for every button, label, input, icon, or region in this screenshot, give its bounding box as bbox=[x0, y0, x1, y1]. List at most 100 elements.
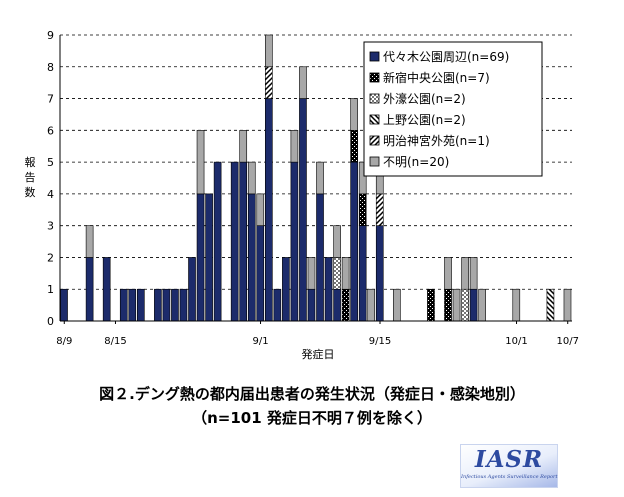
y-tick-label: 1 bbox=[47, 283, 54, 296]
bar-segment bbox=[290, 161, 299, 322]
logo-subtext: Infectious Agents Surveillance Report bbox=[461, 474, 558, 480]
chart: 0 1 2 3 4 5 6 7 8 9 8/9 8/15 9/1 9/15 10/1 10/7 発症日 報告数 代… bbox=[25, 29, 579, 361]
bar-segment bbox=[213, 161, 222, 322]
y-tick-label: 8 bbox=[47, 61, 54, 74]
legend-label: 新宿中央公園(n=7) bbox=[383, 70, 490, 85]
bar-segment bbox=[333, 257, 341, 290]
bar-segment bbox=[444, 257, 452, 290]
bar-segment bbox=[230, 161, 239, 322]
y-tick-label: 7 bbox=[47, 93, 54, 106]
y-tick-label: 4 bbox=[47, 188, 54, 201]
bar-segment bbox=[264, 98, 273, 322]
bar-segment bbox=[128, 288, 137, 322]
bar-segment bbox=[461, 288, 469, 322]
bar-segment bbox=[264, 34, 273, 68]
bar-segment bbox=[179, 288, 188, 322]
bar-segment bbox=[469, 257, 478, 290]
bar-segment bbox=[461, 257, 469, 290]
x-tick-label: 10/7 bbox=[556, 336, 578, 347]
bar-segment bbox=[247, 161, 256, 195]
bar-segment bbox=[358, 225, 367, 322]
legend-swatch bbox=[369, 51, 380, 62]
bar-segment bbox=[469, 288, 478, 322]
bar-segment bbox=[350, 130, 358, 163]
bar-segment bbox=[85, 257, 94, 322]
bar-segment bbox=[188, 257, 196, 322]
bar-segment bbox=[256, 193, 265, 226]
bar-segment bbox=[102, 257, 111, 322]
legend-label: 外濠公園(n=2) bbox=[383, 91, 466, 106]
bar-segment bbox=[299, 66, 307, 99]
bar-segment bbox=[196, 130, 205, 195]
legend: 代々木公園周辺(n=69) 新宿中央公園(n=7) 外濠公園(n=2) 上野公園(n=… bbox=[363, 41, 543, 177]
legend-swatch bbox=[369, 72, 380, 83]
bar-segment bbox=[137, 288, 145, 322]
x-tick-label: 8/9 bbox=[56, 336, 72, 347]
y-axis-title: 報告数 bbox=[25, 156, 36, 199]
bar-segment bbox=[299, 98, 307, 322]
bar-segment bbox=[427, 288, 435, 322]
bar-segment bbox=[196, 193, 205, 322]
bar-segment bbox=[333, 288, 341, 322]
x-tick-label: 10/1 bbox=[505, 336, 527, 347]
bar-segment bbox=[367, 288, 376, 322]
bars bbox=[60, 34, 572, 322]
bar-segment bbox=[358, 193, 367, 226]
y-tick-label: 3 bbox=[47, 220, 54, 233]
bar-segment bbox=[162, 288, 171, 322]
bar-segment bbox=[341, 257, 350, 290]
legend-swatch bbox=[369, 135, 380, 146]
legend-label: 代々木公園周辺(n=69) bbox=[383, 50, 509, 64]
bar-segment bbox=[307, 288, 316, 322]
bar-segment bbox=[239, 130, 248, 163]
bar-segment bbox=[316, 193, 324, 322]
y-tick-label: 6 bbox=[47, 124, 54, 137]
bar-segment bbox=[307, 257, 316, 290]
bar-segment bbox=[205, 193, 213, 322]
bar-segment bbox=[350, 161, 358, 322]
bar-segment bbox=[282, 257, 290, 322]
legend-swatch bbox=[369, 114, 380, 125]
bar-segment bbox=[563, 288, 572, 322]
iasr-logo: IASR Infectious Agents Surveillance Repo… bbox=[460, 444, 558, 488]
bar-segment bbox=[444, 288, 452, 322]
bar-segment bbox=[478, 288, 486, 322]
bar-segment bbox=[60, 288, 68, 322]
legend-swatch bbox=[369, 156, 380, 167]
x-tick-label: 9/1 bbox=[252, 336, 268, 347]
legend-box bbox=[363, 41, 543, 177]
caption-line-2: （n=101 発症日不明７例を除く） bbox=[192, 409, 432, 427]
bar-segment bbox=[273, 288, 282, 322]
bar-segment bbox=[392, 288, 401, 322]
bar-segment bbox=[264, 66, 273, 99]
bar-segment bbox=[341, 288, 350, 322]
y-tick-label: 2 bbox=[47, 251, 54, 264]
bar-segment bbox=[316, 161, 324, 195]
bar-segment bbox=[512, 288, 521, 322]
bar-segment bbox=[375, 193, 384, 226]
logo-text: IASR bbox=[474, 446, 544, 473]
bar-segment bbox=[350, 98, 358, 131]
axes: 0 1 2 3 4 5 6 7 8 9 8/9 8/15 9/1 9/15 10/1 10/7 発症日 報告数 bbox=[25, 29, 579, 361]
bar-segment bbox=[324, 257, 333, 322]
bar-segment bbox=[290, 130, 299, 163]
x-axis-title: 発症日 bbox=[302, 347, 335, 361]
y-tick-label: 5 bbox=[47, 156, 54, 169]
legend-label: 不明(n=20) bbox=[383, 155, 449, 169]
bar-segment bbox=[358, 161, 367, 195]
bar-segment bbox=[239, 161, 248, 322]
x-tick-label: 8/15 bbox=[104, 336, 126, 347]
bar-segment bbox=[171, 288, 179, 322]
legend-label: 明治神宮外苑(n=1) bbox=[383, 133, 490, 148]
legend-swatch bbox=[369, 93, 380, 104]
bar-segment bbox=[154, 288, 162, 322]
caption-line-1: 図２.デング熱の都内届出患者の発生状況（発症日・感染地別） bbox=[99, 385, 525, 403]
bar-segment bbox=[256, 225, 265, 322]
bar-segment bbox=[375, 225, 384, 322]
legend-label: 上野公園(n=2) bbox=[383, 113, 466, 127]
x-tick-label: 9/15 bbox=[369, 336, 391, 347]
bar-segment bbox=[85, 225, 94, 258]
bar-segment bbox=[546, 288, 555, 322]
bar-segment bbox=[452, 288, 461, 322]
bar-segment bbox=[247, 193, 256, 322]
